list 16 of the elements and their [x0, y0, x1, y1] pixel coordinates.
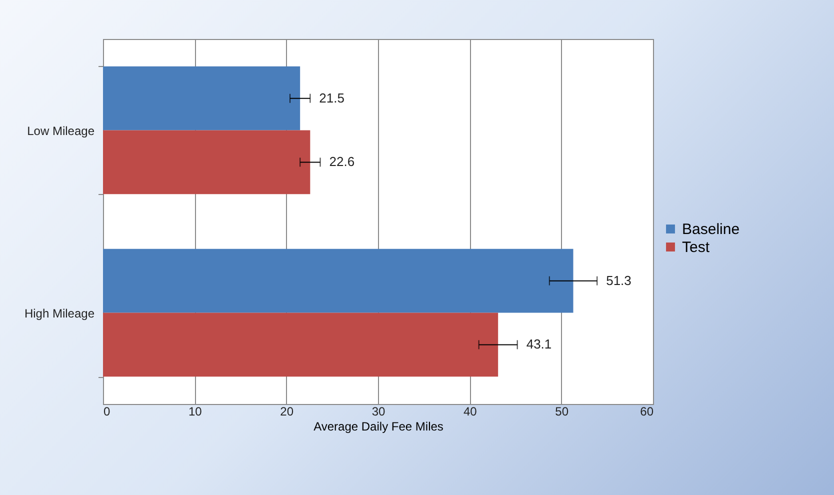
legend-label: Baseline: [682, 221, 740, 238]
legend-label: Test: [682, 239, 710, 256]
x-tick-label: 0: [104, 404, 110, 418]
y-tick-label: High Mileage: [24, 306, 95, 320]
x-axis-title: Average Daily Fee Miles: [314, 420, 444, 434]
x-tick-label: 40: [463, 404, 478, 418]
x-tick-label: 60: [640, 404, 654, 418]
x-tick-label: 10: [188, 404, 202, 418]
data-label: 51.3: [606, 272, 632, 288]
x-tick-label: 50: [555, 404, 569, 418]
y-tick-label: Low Mileage: [27, 124, 95, 138]
data-label: 43.1: [526, 336, 552, 352]
x-tick-label: 20: [280, 404, 294, 418]
data-label: 21.5: [319, 90, 344, 106]
data-label: 22.6: [329, 154, 355, 170]
x-tick-label: 30: [372, 404, 386, 418]
